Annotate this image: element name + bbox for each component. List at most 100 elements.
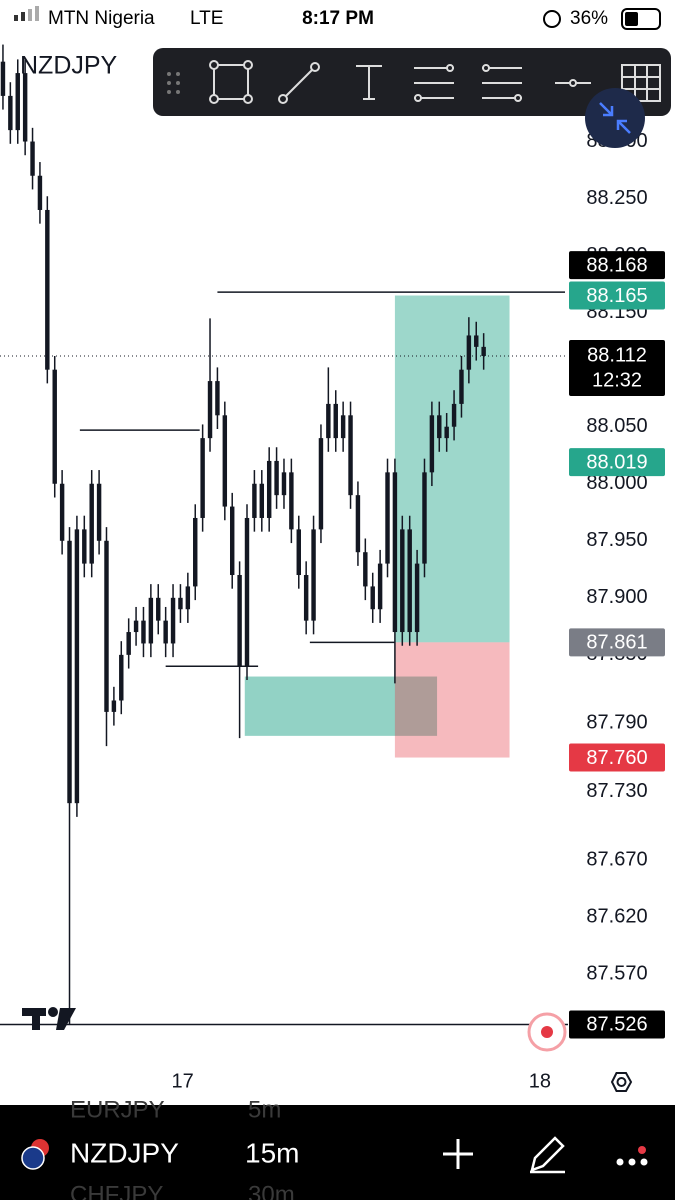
status-bg — [0, 0, 675, 37]
text-tool[interactable] — [356, 65, 382, 100]
candle-body — [289, 472, 294, 530]
candle-body — [437, 415, 442, 439]
candle-body — [459, 369, 464, 404]
price-badge — [569, 628, 665, 657]
battery — [621, 8, 661, 30]
y-tick-label: 87.670 — [586, 848, 647, 870]
candle-body — [215, 381, 220, 416]
candle-body — [407, 529, 412, 633]
network: LTE — [190, 8, 223, 29]
clock: 8:17 PM — [302, 8, 374, 29]
price-badge-label: 87.760 — [586, 747, 647, 769]
candle-body — [52, 369, 57, 484]
candle-body — [252, 483, 257, 518]
current-price-label: 88.112 — [587, 344, 647, 366]
candle-body — [200, 438, 205, 518]
battery-percent: 36% — [570, 8, 608, 29]
candle-body — [45, 209, 50, 370]
candle-body — [259, 483, 265, 518]
grid-tool[interactable] — [621, 64, 661, 102]
candle-body — [451, 403, 457, 427]
candle-body — [82, 529, 87, 564]
price-badge — [569, 281, 665, 310]
zone-box — [244, 676, 438, 736]
price-badge-label: 87.861 — [586, 632, 647, 654]
candle-body — [266, 460, 272, 518]
candle-body — [296, 529, 301, 576]
current-price-badge — [569, 339, 665, 396]
candle-body — [229, 506, 235, 576]
bar-countdown: 12:32 — [592, 369, 642, 391]
candle-body — [30, 141, 35, 176]
bottom-bar: EURJPY 5m CHFJPY 30m NZDJPY 15m — [0, 1096, 675, 1200]
candle-body — [385, 472, 390, 564]
y-tick-label: 87.900 — [586, 586, 647, 608]
candle-body — [8, 95, 13, 131]
candle-body — [59, 483, 65, 541]
loss-zone — [394, 642, 510, 758]
price-badge — [569, 448, 665, 477]
candle-body — [207, 381, 213, 439]
candle-body — [466, 335, 472, 370]
candle-body — [303, 575, 309, 621]
chart-area[interactable]: 88.30088.25088.20088.15088.05088.00087.9… — [0, 44, 648, 1093]
more-button[interactable] — [616, 1146, 648, 1166]
candle-body — [311, 529, 316, 621]
drawing-toolbar — [153, 48, 671, 116]
price-badge — [569, 743, 665, 772]
candle-body — [326, 403, 331, 439]
candle-body — [185, 586, 191, 610]
candle-body — [15, 73, 20, 131]
settings-button[interactable] — [610, 1072, 633, 1092]
x-tick-label: 17 — [172, 1070, 194, 1092]
candle-body — [363, 552, 368, 587]
candle-body — [37, 175, 43, 210]
y-tick-label: 88.000 — [586, 472, 647, 494]
bottom-bg — [0, 1105, 675, 1200]
add-button[interactable] — [443, 1139, 473, 1169]
draw-button[interactable] — [530, 1136, 565, 1174]
candle-body — [392, 472, 398, 633]
candle-body — [422, 472, 427, 564]
rectangle-tool[interactable] — [209, 60, 253, 104]
candle-body — [141, 620, 146, 644]
collapse-button[interactable] — [585, 88, 645, 148]
trendline-tool[interactable] — [278, 62, 320, 104]
profit-zone — [394, 295, 510, 643]
candle-body — [237, 575, 242, 667]
candle-body — [178, 597, 183, 610]
candle-body — [22, 73, 28, 142]
candle-body — [222, 415, 228, 507]
candle-body — [193, 517, 198, 587]
x-tick-label: 18 — [529, 1070, 551, 1092]
drag-handle[interactable] — [167, 72, 180, 94]
candle-body — [340, 415, 346, 439]
y-tick-label: 87.620 — [586, 906, 647, 928]
faded-interval: 5m — [248, 1096, 281, 1123]
candle-body — [74, 529, 80, 804]
candle-body — [429, 415, 435, 473]
candle-body — [67, 540, 72, 804]
candle-body — [274, 460, 279, 496]
price-badge-label: 88.019 — [586, 451, 647, 473]
horizontal-line-tool[interactable] — [555, 79, 591, 87]
pattern-tool[interactable] — [482, 64, 522, 102]
replay-button[interactable] — [527, 1012, 567, 1052]
candle-body — [156, 597, 161, 621]
interval-button[interactable]: 15m — [245, 1137, 299, 1168]
candle-body — [111, 700, 117, 712]
candle-body — [170, 597, 176, 644]
fib-tool[interactable] — [414, 64, 454, 102]
candle-body — [414, 563, 420, 633]
overlay: 88.168 88.165 87.861 87.760 88.019 87.526 88.1… — [569, 251, 665, 1039]
candle-body — [126, 632, 131, 655]
signal-icon — [14, 6, 39, 21]
status-bar: MTN Nigeria LTE 8:17 PM 36% — [0, 0, 675, 37]
candle-body — [333, 403, 338, 439]
symbol-button[interactable]: NZDJPY — [70, 1137, 179, 1168]
faded-interval: 30m — [248, 1181, 295, 1200]
candle-body — [348, 415, 353, 496]
